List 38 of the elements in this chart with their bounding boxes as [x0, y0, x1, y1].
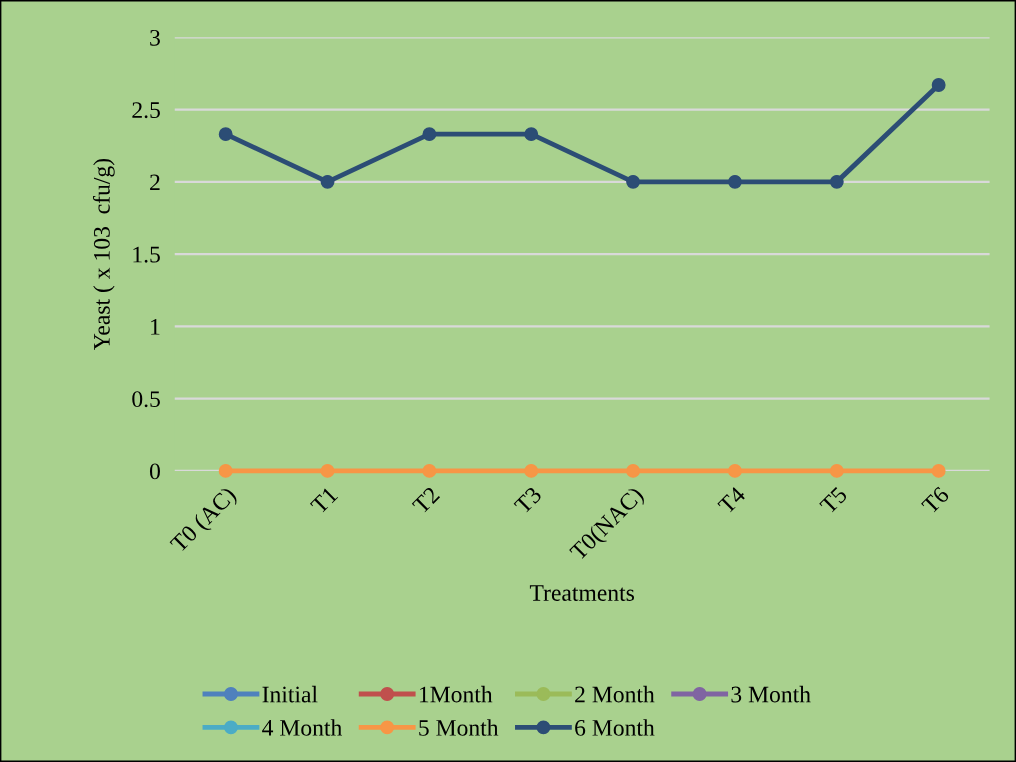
y-tick-label: 2.5 — [132, 102, 160, 119]
legend-label: 4 Month — [262, 719, 343, 736]
legend-label: 1Month — [419, 685, 493, 703]
point — [931, 463, 946, 478]
point — [422, 463, 437, 478]
legend-label: Initial — [262, 685, 318, 703]
x-tick-label: T4 — [717, 485, 747, 515]
point — [320, 463, 335, 478]
point — [422, 127, 437, 142]
point — [218, 127, 233, 142]
y-axis-title: Yeast ( x 103 cfu/g) — [92, 158, 115, 351]
y-tick-label: 0 — [149, 463, 160, 480]
point — [728, 174, 742, 189]
point — [829, 174, 844, 189]
point — [218, 463, 233, 478]
point — [728, 463, 742, 478]
point — [829, 463, 844, 478]
y-tick-label: 3 — [150, 29, 160, 46]
y-tick-label: 0.5 — [132, 391, 160, 408]
x-axis-title: Treatments — [529, 585, 634, 601]
legend-label: 2 Month — [575, 685, 655, 703]
point — [320, 174, 335, 189]
legend-label: 3 Month — [731, 685, 811, 703]
point — [626, 174, 641, 189]
x-tick-label: T1 — [309, 486, 339, 515]
x-tick-label: T6 — [920, 485, 950, 515]
y-tick-label: 1.5 — [133, 246, 160, 263]
legend-label: 6 Month — [575, 719, 655, 736]
x-tick-label: T5 — [819, 486, 848, 515]
point — [524, 127, 539, 142]
point — [626, 463, 641, 478]
legend-label: 5 Month — [419, 719, 499, 736]
y-tick-label: 1 — [151, 318, 160, 335]
point — [931, 78, 946, 92]
y-tick-label: 2 — [150, 174, 160, 191]
x-tick-label: T2 — [411, 486, 441, 515]
point — [524, 463, 539, 478]
x-tick-label: T3 — [513, 485, 543, 515]
